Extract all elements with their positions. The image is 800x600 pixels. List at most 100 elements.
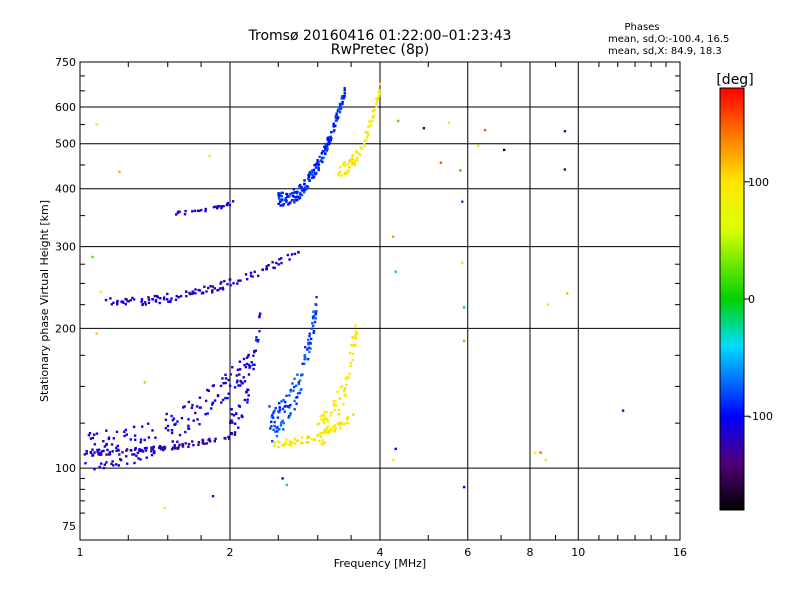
echo-point bbox=[324, 152, 327, 155]
echo-point bbox=[348, 166, 351, 169]
echo-point bbox=[219, 384, 223, 388]
echo-point bbox=[155, 294, 159, 298]
echo-point bbox=[315, 162, 318, 165]
echo-point bbox=[304, 357, 307, 361]
echo-point bbox=[296, 392, 300, 395]
echo-point bbox=[461, 261, 464, 264]
echo-point bbox=[234, 422, 237, 425]
echo-point bbox=[285, 483, 288, 487]
echo-point bbox=[312, 168, 316, 172]
echo-point bbox=[281, 191, 284, 195]
echo-point bbox=[122, 301, 125, 304]
echo-point bbox=[320, 432, 323, 435]
echo-point bbox=[179, 294, 183, 298]
echo-point bbox=[236, 368, 240, 371]
echo-point bbox=[477, 144, 480, 147]
echo-point bbox=[377, 91, 381, 94]
data-points bbox=[83, 82, 625, 510]
echo-point bbox=[375, 102, 378, 105]
echo-point bbox=[325, 426, 328, 429]
echo-point bbox=[325, 418, 329, 421]
echo-point bbox=[275, 427, 278, 430]
echo-point bbox=[224, 381, 227, 385]
echo-point bbox=[447, 121, 451, 124]
echo-point bbox=[309, 170, 312, 174]
echo-point bbox=[150, 453, 154, 457]
echo-point bbox=[117, 464, 120, 467]
echo-point bbox=[293, 201, 296, 204]
echo-point bbox=[283, 400, 287, 404]
echo-point bbox=[224, 396, 227, 400]
echo-point bbox=[294, 191, 297, 194]
echo-point bbox=[280, 400, 283, 403]
echo-point bbox=[338, 106, 341, 109]
echo-point bbox=[312, 315, 316, 318]
echo-point bbox=[141, 303, 144, 307]
echo-point bbox=[299, 388, 302, 391]
echo-point bbox=[102, 440, 105, 443]
echo-point bbox=[219, 282, 222, 285]
echo-point bbox=[308, 335, 311, 338]
echo-point bbox=[247, 394, 250, 397]
echo-point bbox=[184, 209, 187, 213]
echo-point bbox=[288, 414, 291, 418]
echo-point bbox=[216, 205, 219, 209]
echo-point bbox=[307, 338, 310, 342]
echo-point bbox=[323, 441, 326, 444]
echo-point bbox=[206, 388, 209, 392]
echo-point bbox=[371, 116, 375, 119]
echo-point bbox=[353, 162, 357, 165]
echo-point bbox=[327, 431, 330, 435]
echo-point bbox=[235, 381, 239, 384]
echo-point bbox=[91, 448, 94, 451]
echo-point bbox=[171, 419, 175, 422]
echo-point bbox=[238, 360, 242, 363]
echo-point bbox=[246, 278, 249, 281]
echo-point bbox=[91, 454, 94, 457]
echo-point bbox=[359, 146, 362, 149]
echo-point bbox=[355, 149, 358, 153]
echo-point bbox=[132, 298, 136, 301]
echo-point bbox=[246, 398, 249, 401]
echo-point bbox=[462, 485, 466, 489]
echo-point bbox=[342, 403, 345, 406]
echo-point bbox=[205, 290, 208, 293]
echo-point bbox=[248, 366, 251, 369]
echo-point bbox=[228, 278, 232, 281]
echo-point bbox=[171, 446, 175, 449]
echo-point bbox=[352, 413, 355, 416]
echo-point bbox=[337, 408, 341, 411]
echo-point bbox=[198, 423, 201, 426]
echo-point bbox=[322, 421, 326, 425]
colorbar-tick-label: 0 bbox=[748, 293, 755, 306]
echo-point bbox=[244, 365, 248, 369]
echo-point bbox=[147, 296, 150, 299]
echo-point bbox=[348, 372, 351, 376]
echo-point bbox=[275, 434, 279, 438]
echo-point bbox=[368, 125, 371, 128]
echo-point bbox=[304, 356, 307, 359]
echo-point bbox=[93, 468, 96, 471]
echo-point bbox=[348, 351, 352, 354]
echo-point bbox=[291, 198, 294, 202]
echo-point bbox=[110, 462, 113, 466]
echo-point bbox=[343, 91, 346, 95]
echo-point bbox=[289, 404, 292, 407]
echo-point bbox=[143, 381, 147, 384]
echo-point bbox=[312, 317, 315, 320]
echo-point bbox=[164, 418, 168, 421]
echo-point bbox=[258, 314, 261, 318]
echo-point bbox=[296, 190, 299, 193]
echo-point bbox=[366, 133, 370, 136]
echo-point bbox=[150, 450, 153, 453]
echo-point bbox=[204, 207, 207, 211]
echo-point bbox=[95, 332, 98, 335]
echo-point bbox=[299, 441, 303, 445]
echo-point bbox=[223, 279, 226, 283]
echo-point bbox=[323, 410, 326, 413]
echo-point bbox=[342, 161, 346, 164]
echo-point bbox=[284, 197, 287, 201]
echo-point bbox=[139, 458, 142, 461]
echo-point bbox=[270, 415, 273, 419]
echo-point bbox=[152, 451, 156, 454]
